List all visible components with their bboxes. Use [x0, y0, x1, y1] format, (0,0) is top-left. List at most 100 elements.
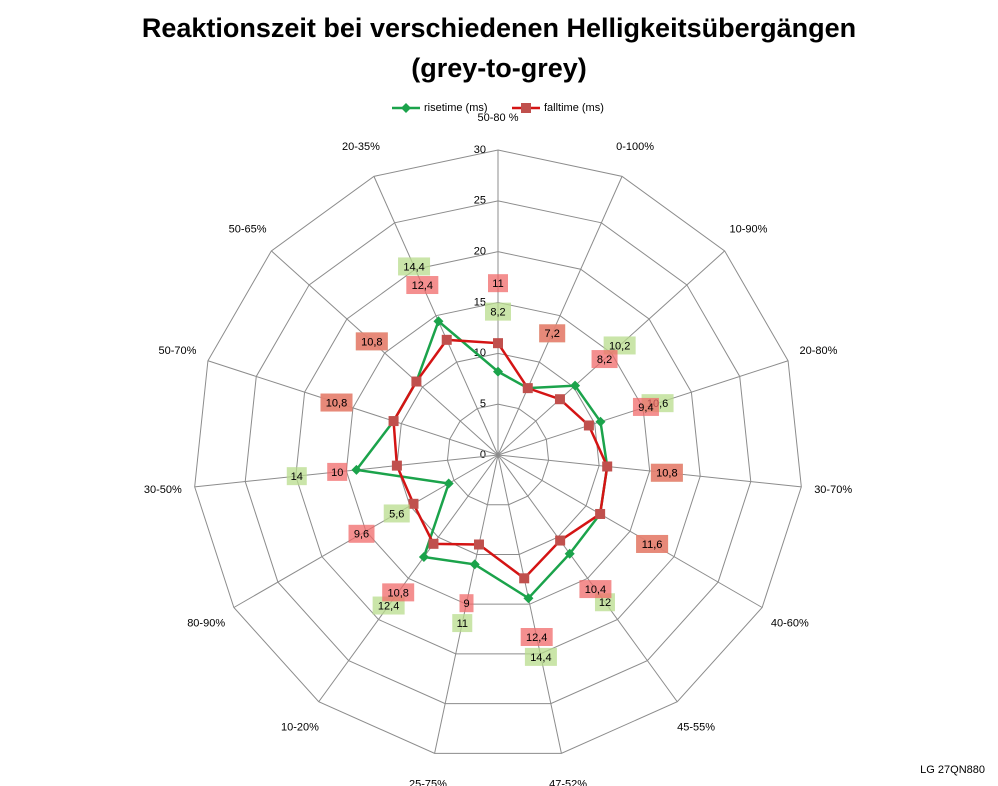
note: LG 27QN880 [920, 764, 985, 776]
grid-ring [345, 301, 651, 605]
grid-ring [446, 403, 550, 506]
value-label-box [452, 614, 473, 633]
grid-ring [295, 251, 701, 655]
fall-marker [391, 460, 402, 471]
value-label: 10,4 [585, 584, 606, 596]
value-label-box [579, 580, 612, 599]
value-label-box [327, 462, 348, 481]
category-label: 10-20% [281, 722, 319, 734]
value-label: 10,2 [609, 340, 630, 352]
value-label: 10,8 [361, 336, 382, 348]
value-label-box [636, 534, 669, 553]
value-label-box [485, 302, 511, 321]
value-label-box [286, 467, 307, 486]
value-label-box [459, 594, 474, 613]
fall-marker [428, 538, 439, 549]
value-label-box [539, 324, 566, 343]
value-label: 11 [492, 278, 503, 290]
rise-marker [469, 559, 480, 570]
value-label: 10,8 [326, 397, 347, 409]
rise-marker [595, 416, 606, 427]
fall-marker [493, 338, 503, 349]
value-label-box [603, 336, 636, 355]
spoke [318, 454, 499, 703]
value-label-box [488, 274, 508, 293]
fall-marker [583, 420, 594, 431]
value-label: 12 [599, 597, 611, 609]
axis-tick-label: 20 [474, 246, 486, 258]
category-label: 0-100% [616, 141, 654, 153]
rise-marker [493, 366, 503, 377]
rise-marker [570, 380, 581, 391]
value-label: 7,2 [545, 328, 560, 340]
axis-tick-label: 30 [474, 144, 486, 156]
legend-label: risetime (ms) [424, 102, 488, 114]
fall-marker [388, 416, 399, 427]
spoke [497, 454, 763, 608]
value-label-box [591, 350, 618, 369]
fall-marker [595, 508, 606, 519]
category-label: 45-55% [677, 722, 715, 734]
value-label: 10 [331, 467, 343, 479]
value-label-box [524, 647, 557, 666]
category-label: 50-70% [159, 345, 197, 357]
value-label-box [382, 583, 415, 602]
chart-title: Reaktionszeit bei verschiedenen Helligke… [142, 13, 856, 43]
grid-ring [194, 149, 802, 754]
value-label-box [520, 628, 553, 647]
value-label-box [650, 463, 683, 482]
fall-marker [473, 539, 484, 550]
value-label-box [406, 276, 439, 295]
rise-marker [443, 478, 454, 489]
value-label: 14 [291, 471, 303, 483]
category-label: 80-90% [187, 617, 225, 629]
value-label-box [632, 397, 659, 416]
value-label: 9 [463, 598, 469, 610]
axis-tick-label: 0 [480, 449, 486, 461]
rise-marker [351, 464, 362, 475]
value-label: 11,6 [642, 539, 663, 551]
value-label: 12,4 [378, 600, 399, 612]
spoke [497, 454, 802, 488]
axis-tick-label: 5 [480, 398, 486, 410]
spoke [497, 454, 678, 703]
value-label: 9,6 [354, 529, 369, 541]
value-label: 11 [457, 618, 468, 630]
value-label: 9,4 [638, 402, 653, 414]
value-label: 14,4 [530, 652, 551, 664]
category-label: 10-90% [729, 223, 767, 235]
value-label: 10,8 [656, 468, 677, 480]
category-label: 50-80 % [478, 112, 519, 124]
fall-marker [411, 376, 422, 387]
grid-ring [244, 200, 752, 705]
series-line [392, 338, 609, 580]
legend-marker [401, 103, 411, 113]
axis-tick-label: 15 [474, 296, 486, 308]
axis-tick-label: 25 [474, 195, 486, 207]
value-label: 12,4 [526, 632, 547, 644]
value-label-box [355, 332, 388, 351]
legend-label: falltime (ms) [544, 102, 604, 114]
value-label-box [383, 504, 410, 523]
value-label: 14,4 [403, 261, 424, 273]
fall-marker [441, 334, 452, 345]
category-label: 47-52% [549, 779, 587, 786]
chart-subtitle: (grey-to-grey) [411, 53, 587, 83]
grid-ring [396, 352, 600, 555]
spoke [497, 454, 562, 754]
legend-marker [521, 103, 531, 113]
value-label-box [398, 257, 431, 276]
axis-tick-label: 10 [474, 347, 486, 359]
spoke [497, 176, 623, 456]
fall-marker [408, 498, 419, 509]
value-label: 5,6 [389, 508, 404, 520]
spoke [373, 176, 499, 456]
fall-marker [522, 383, 533, 394]
category-label: 30-50% [144, 484, 182, 496]
spoke [207, 360, 499, 456]
value-label: 10,8 [387, 587, 408, 599]
fall-marker [554, 394, 565, 405]
fall-marker [555, 535, 566, 546]
fall-marker [602, 461, 613, 472]
fall-marker [519, 573, 530, 584]
